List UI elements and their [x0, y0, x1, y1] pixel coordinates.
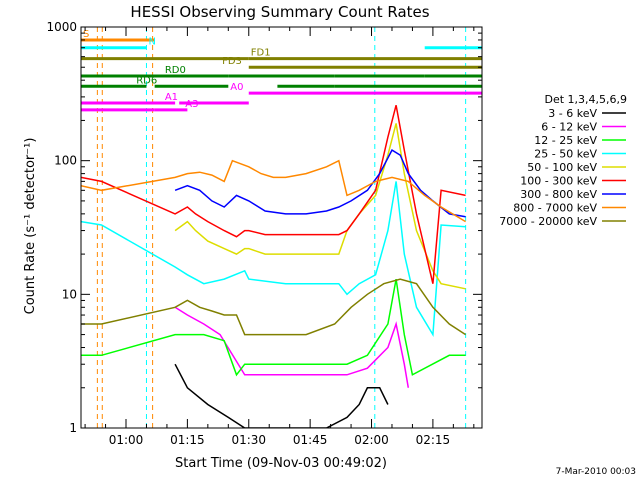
- flag-label: A3: [185, 99, 198, 110]
- x-tick-label: 02:00: [354, 433, 389, 447]
- flag-bars: S N FD1 FD3 RD0 RD6 A0 A1 A3: [81, 29, 482, 112]
- footer-timestamp: 7-Mar-2010 00:03: [556, 467, 636, 477]
- series-line: [81, 105, 466, 284]
- legend-entry: 50 - 100 keV: [527, 161, 597, 174]
- flag-label: S: [83, 29, 89, 40]
- series-line: [81, 181, 466, 338]
- x-tick-label: 01:15: [170, 433, 205, 447]
- series-line: [81, 278, 466, 377]
- series-line: [174, 123, 466, 290]
- y-tick-label: 100: [54, 154, 77, 168]
- y-axis-label: Count Rate (s⁻¹ detector⁻¹): [23, 138, 38, 315]
- x-axis-label: Start Time (09-Nov-03 00:49:02): [175, 456, 387, 471]
- x-tick-label: 02:15: [416, 433, 451, 447]
- legend-entry: 800 - 7000 keV: [513, 202, 597, 215]
- y-tick-label: 10: [62, 287, 77, 301]
- flag-label: FD1: [251, 48, 271, 59]
- series-line: [174, 363, 389, 428]
- plot-frame: [80, 26, 483, 429]
- legend-entry: 3 - 6 keV: [548, 107, 597, 120]
- legend-entry: 300 - 800 keV: [520, 188, 597, 201]
- flag-label: A1: [165, 92, 178, 103]
- series-lines: [81, 105, 467, 428]
- series-line: [81, 278, 467, 336]
- legend-title: Det 1,3,4,5,6,9: [544, 93, 627, 106]
- x-tick-label: 01:00: [109, 433, 144, 447]
- flag-label: FD3: [222, 56, 242, 67]
- x-tick-label: 01:30: [231, 433, 266, 447]
- series-line: [174, 149, 466, 218]
- flag-label: RD6: [136, 75, 157, 86]
- legend-entry: 6 - 12 keV: [541, 121, 597, 134]
- legend-entry: 7000 - 20000 keV: [499, 215, 597, 228]
- axes: 1 10 100 1000 01:00 01:15 01:30 01:45 02:00 02:15: [46, 20, 482, 447]
- flag-label: RD0: [165, 65, 186, 76]
- x-tick-label: 01:45: [293, 433, 328, 447]
- legend-entry: 12 - 25 keV: [534, 134, 597, 147]
- legend-entry: 100 - 300 keV: [520, 175, 597, 188]
- flag-label: N: [148, 37, 155, 48]
- y-tick-label: 1000: [46, 20, 77, 34]
- y-tick-label: 1: [69, 421, 77, 435]
- chart-title: HESSI Observing Summary Count Rates: [130, 3, 429, 21]
- flag-label: A0: [230, 82, 243, 93]
- series-line: [81, 159, 466, 223]
- legend-entry: 25 - 50 keV: [534, 148, 597, 161]
- series-line: [174, 306, 410, 388]
